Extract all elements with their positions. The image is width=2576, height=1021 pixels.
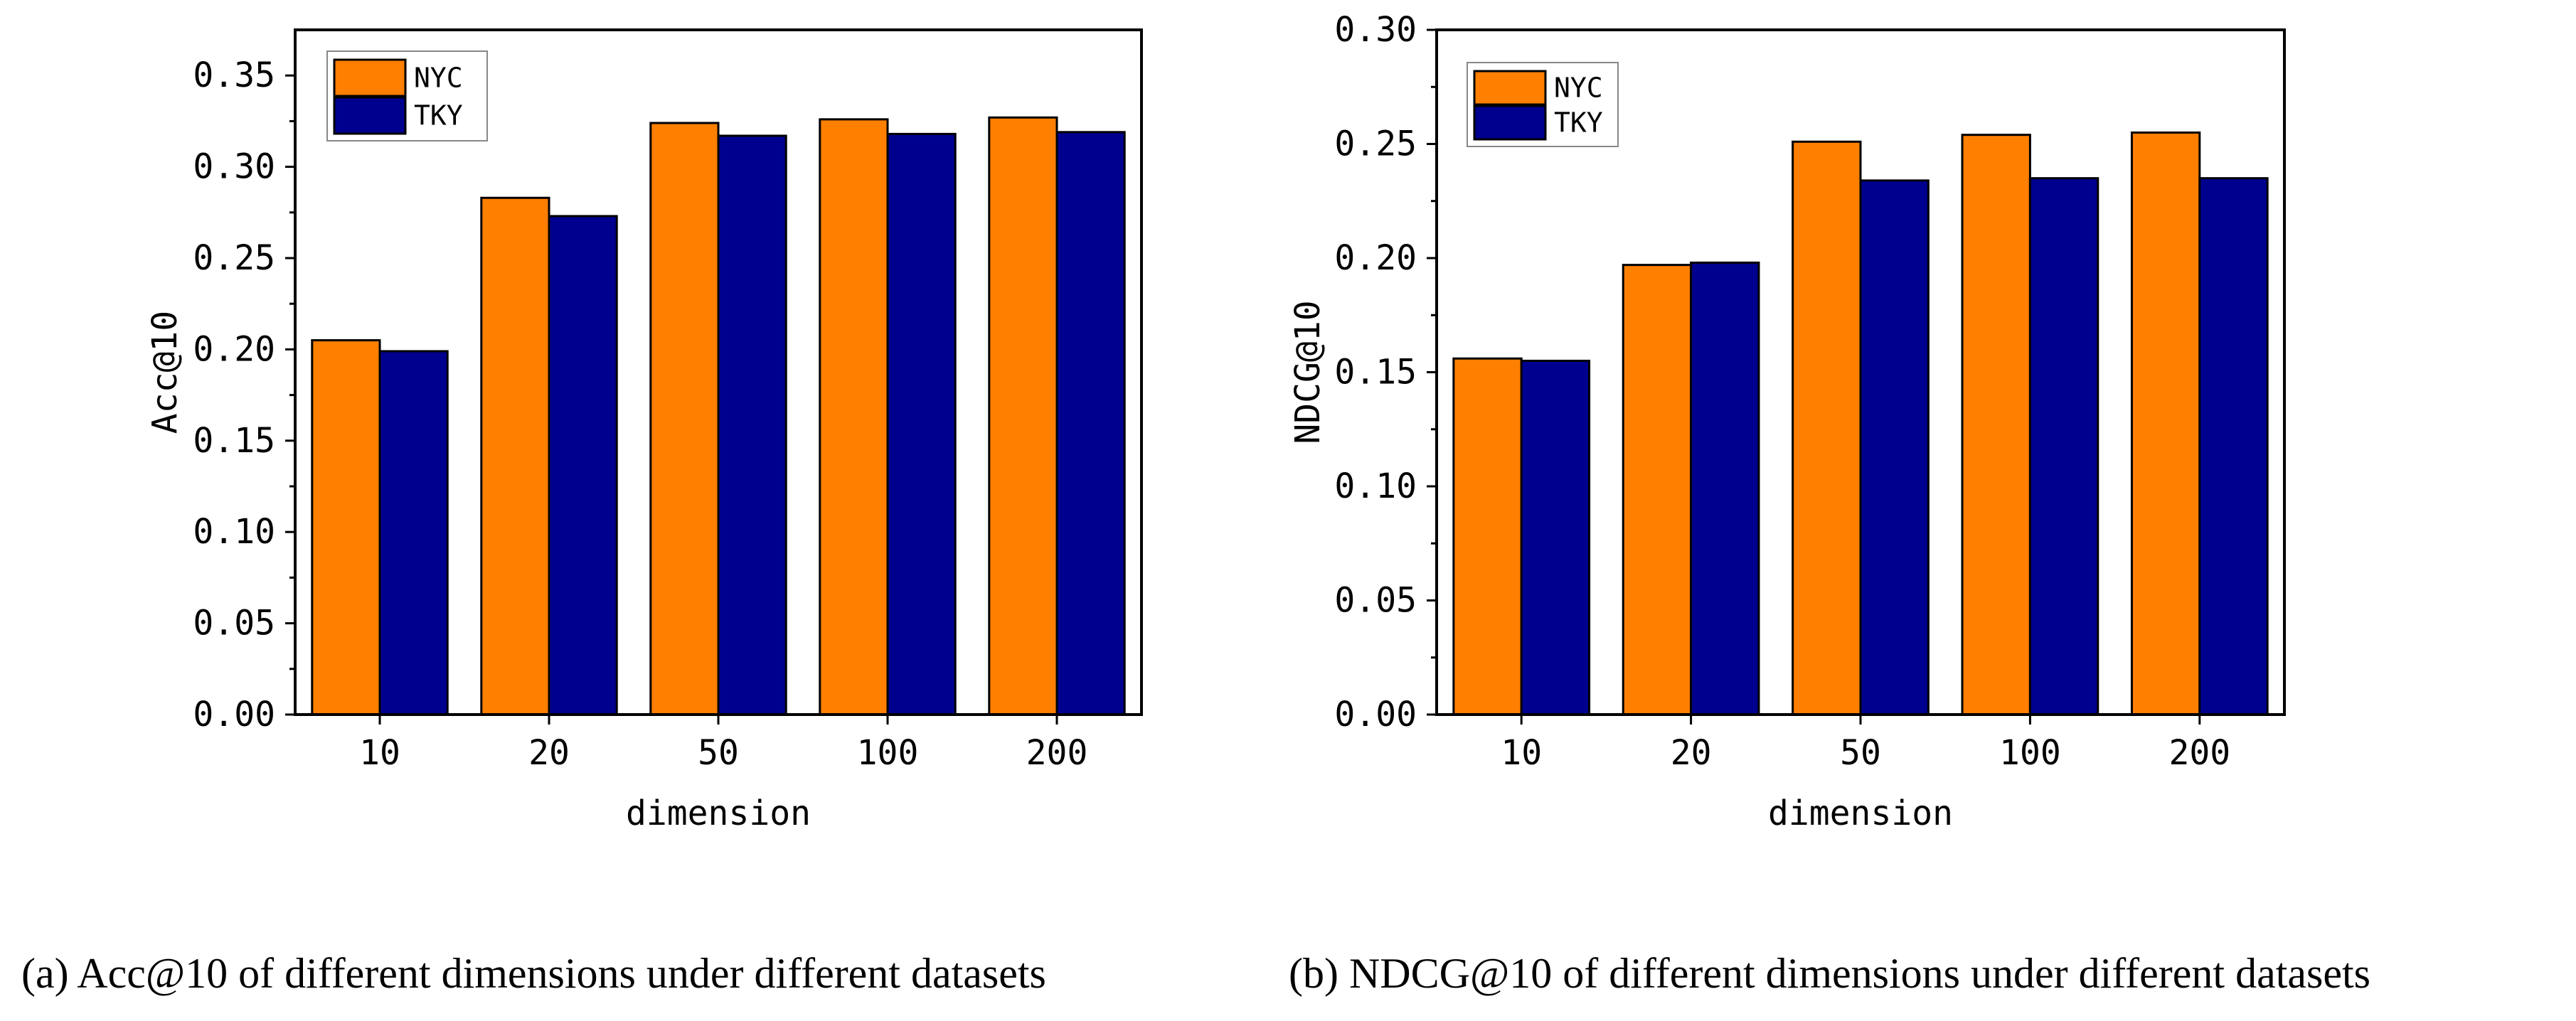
- y-tick-label: 0.05: [193, 604, 275, 643]
- y-tick-label: 0.05: [1334, 581, 1417, 621]
- y-tick-label: 0.00: [1334, 695, 1417, 734]
- bar-tky-50: [1859, 179, 1930, 716]
- plot-frame: [294, 28, 1143, 716]
- bar-nyc-200: [2130, 131, 2201, 716]
- legend-label-nyc: NYC: [414, 63, 463, 94]
- bar-nyc-10: [1452, 357, 1523, 716]
- bar-tky-20: [1690, 261, 1760, 716]
- bar-nyc-50: [1792, 140, 1862, 716]
- chart-panel-a: 10 20 50 100 200 0.00 0.05 0.10 0.15 0.20 0.25 0.30…: [145, 28, 1143, 833]
- y-axis-title: NDCG@10: [1288, 300, 1328, 444]
- y-tick-label: 0.15: [193, 421, 275, 461]
- legend-swatch-nyc: [333, 58, 407, 97]
- legend-label-tky: TKY: [1554, 107, 1603, 139]
- y-tick-label: 0.35: [193, 55, 275, 95]
- y-tick-label: 0.15: [1334, 353, 1417, 392]
- x-tick-label: 200: [1026, 733, 1088, 773]
- bar-tky-10: [1520, 359, 1591, 716]
- bar-nyc-100: [819, 118, 889, 716]
- legend-swatch-nyc: [1473, 70, 1547, 106]
- legend-swatch-tky: [1473, 105, 1547, 141]
- x-tick-label: 10: [359, 733, 400, 773]
- x-tick-label: 50: [1840, 733, 1881, 773]
- x-axis-title: dimension: [626, 793, 811, 833]
- bar-nyc-20: [1622, 264, 1693, 716]
- y-tick-label: 0.25: [1334, 124, 1417, 164]
- x-tick-label: 20: [1671, 733, 1712, 773]
- bar-nyc-10: [311, 339, 381, 716]
- y-tick-label: 0.00: [193, 695, 275, 734]
- bar-tky-100: [2028, 177, 2099, 716]
- bar-tky-100: [886, 132, 957, 716]
- bar-tky-20: [548, 215, 618, 716]
- bar-tky-10: [378, 350, 449, 716]
- y-tick-label: 0.20: [193, 329, 275, 369]
- y-tick-label: 0.10: [193, 512, 275, 552]
- x-tick-label: 10: [1501, 733, 1542, 773]
- plot-frame: [1435, 28, 2286, 716]
- bar-tky-200: [2198, 177, 2269, 716]
- bar-nyc-50: [649, 122, 720, 716]
- x-tick-label: 100: [1999, 733, 2061, 773]
- x-tick-label: 200: [2168, 733, 2230, 773]
- x-tick-label: 100: [857, 733, 919, 773]
- caption-a: (a) Acc@10 of different dimensions under…: [21, 950, 1046, 997]
- y-tick-label: 0.30: [1334, 10, 1417, 50]
- legend-label-tky: TKY: [414, 100, 463, 132]
- bar-nyc-100: [1961, 134, 2031, 716]
- chart-panel-b: 10 20 50 100 200 0.00 0.05 0.10 0.15 0.20 0.25 0.30…: [1288, 10, 2286, 833]
- bar-nyc-20: [480, 196, 550, 716]
- bar-tky-50: [717, 134, 787, 716]
- y-tick-label: 0.25: [193, 238, 275, 278]
- bar-tky-200: [1055, 131, 1126, 716]
- y-tick-label: 0.10: [1334, 466, 1417, 506]
- x-axis-title: dimension: [1768, 793, 1953, 833]
- x-tick-label: 20: [528, 733, 570, 773]
- legend-label-nyc: NYC: [1554, 73, 1603, 104]
- y-tick-label: 0.30: [193, 147, 275, 187]
- y-tick-label: 0.20: [1334, 238, 1417, 278]
- x-tick-label: 50: [698, 733, 739, 773]
- legend-swatch-tky: [333, 96, 407, 135]
- bar-nyc-200: [988, 116, 1058, 716]
- y-axis-title: Acc@10: [145, 311, 185, 434]
- caption-b: (b) NDCG@10 of different dimensions unde…: [1289, 950, 2371, 997]
